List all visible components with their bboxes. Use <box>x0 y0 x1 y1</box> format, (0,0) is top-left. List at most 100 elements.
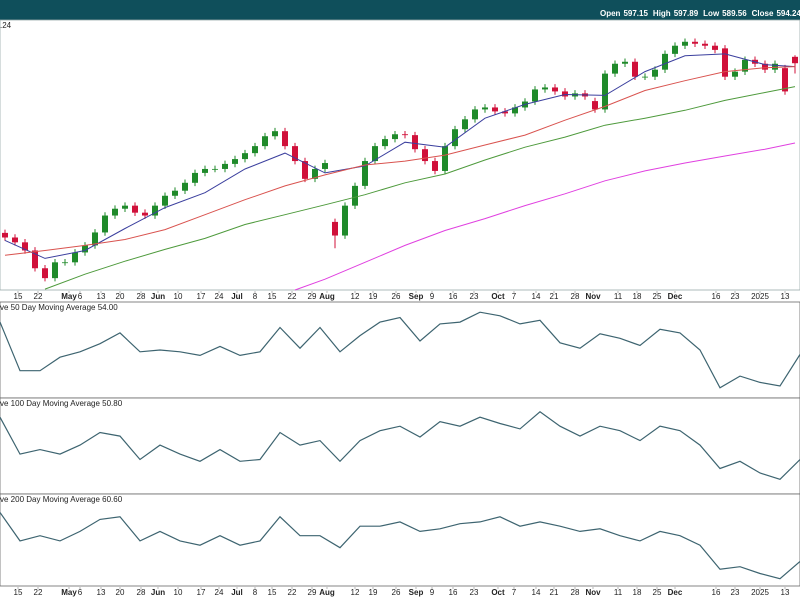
candle-body <box>722 48 728 77</box>
header-field-label: Close <box>752 9 774 18</box>
candle-body <box>762 63 768 70</box>
candle-body <box>482 107 488 110</box>
x-tick-label: 18 <box>633 588 642 597</box>
indicator-line <box>0 311 800 389</box>
x-tick-label: 15 <box>14 292 23 301</box>
indicator-panel <box>0 301 800 399</box>
candle-body <box>372 146 378 162</box>
candle-body <box>32 250 38 269</box>
candle-body <box>52 262 58 279</box>
x-tick-label: 25 <box>653 292 662 301</box>
candle-body <box>312 168 318 179</box>
header-bar <box>0 0 800 20</box>
x-tick-label: 20 <box>116 588 125 597</box>
candle-body <box>122 205 128 209</box>
x-tick-label: 23 <box>470 588 479 597</box>
indicator-title: ve 100 Day Moving Average 50.80 <box>0 399 123 408</box>
header-field-label: Open <box>600 9 621 18</box>
candle-body <box>212 168 218 170</box>
x-tick-label: 25 <box>653 588 662 597</box>
candle-body <box>162 195 168 206</box>
moving-average-line <box>4 66 796 256</box>
candle-body <box>542 87 548 90</box>
candle-body <box>282 131 288 147</box>
candle-body <box>772 63 778 70</box>
x-tick-label: 24 <box>215 292 224 301</box>
x-tick-label: 14 <box>532 292 541 301</box>
candle-body <box>382 139 388 147</box>
x-tick-label: 18 <box>633 292 642 301</box>
price-label-fragment: .24 <box>0 21 12 30</box>
candle-body <box>182 182 188 191</box>
x-tick-label: 16 <box>449 588 458 597</box>
candle-body <box>292 146 298 162</box>
candle-body <box>232 159 238 164</box>
header-field-value: 589.56 <box>722 9 747 18</box>
candle-body <box>532 89 538 102</box>
x-tick-label: 7 <box>512 588 517 597</box>
candle-body <box>132 205 138 213</box>
x-tick-label: 26 <box>392 292 401 301</box>
x-tick-label: 9 <box>430 588 435 597</box>
x-tick-label: 22 <box>288 292 297 301</box>
candle-body <box>492 107 498 112</box>
indicator-panel <box>0 493 800 587</box>
x-tick-label: 28 <box>137 588 146 597</box>
candle-body <box>782 68 788 92</box>
x-tick-label: Jun <box>151 588 165 597</box>
x-tick-label: 10 <box>174 588 183 597</box>
candle-body <box>432 161 438 171</box>
candle-body <box>2 232 8 238</box>
x-tick-label: 12 <box>351 292 360 301</box>
candle-body <box>422 149 428 162</box>
candle-body <box>512 107 518 114</box>
x-tick-label: Nov <box>585 292 601 301</box>
indicator-line <box>0 411 800 480</box>
x-tick-label: 6 <box>78 292 83 301</box>
x-tick-label: 21 <box>550 292 559 301</box>
candle-body <box>192 172 198 183</box>
x-tick-label: 22 <box>288 588 297 597</box>
x-tick-label: 11 <box>614 292 623 301</box>
x-tick-label: 11 <box>614 588 623 597</box>
x-tick-label: 28 <box>571 292 580 301</box>
candle-body <box>262 136 268 147</box>
x-tick-label: 17 <box>197 588 206 597</box>
x-tick-label: 21 <box>550 588 559 597</box>
x-tick-label: Aug <box>319 292 335 301</box>
x-tick-label: 12 <box>351 588 360 597</box>
x-tick-label: 16 <box>712 292 721 301</box>
candle-body <box>732 71 738 77</box>
candle-body <box>102 215 108 233</box>
candle-body <box>322 163 328 169</box>
x-tick-label: 13 <box>97 292 106 301</box>
x-tick-label: 2025 <box>751 588 769 597</box>
indicator-title: ve 200 Day Moving Average 60.60 <box>0 495 123 504</box>
candle-body <box>302 161 308 179</box>
candle-body <box>692 41 698 44</box>
x-tick-label: 16 <box>712 588 721 597</box>
x-tick-label: 22 <box>34 588 43 597</box>
candle-body <box>662 53 668 70</box>
candle-body <box>712 45 718 50</box>
x-tick-label: 14 <box>532 588 541 597</box>
x-tick-label: 23 <box>731 292 740 301</box>
candle-body <box>632 61 638 77</box>
candle-body <box>332 221 338 236</box>
x-tick-label: Nov <box>585 588 601 597</box>
candle-body <box>272 131 278 137</box>
x-tick-label: 26 <box>392 588 401 597</box>
x-tick-label: 8 <box>253 292 258 301</box>
x-tick-label: 17 <box>197 292 206 301</box>
candle-body <box>702 43 708 46</box>
x-tick-label: 23 <box>470 292 479 301</box>
x-tick-label: 10 <box>174 292 183 301</box>
x-tick-label: 15 <box>14 588 23 597</box>
x-tick-label: 24 <box>215 588 224 597</box>
candle-body <box>622 61 628 64</box>
candle-body <box>22 242 28 251</box>
candle-body <box>352 185 358 206</box>
x-tick-label: 19 <box>369 292 378 301</box>
moving-average-line <box>44 86 796 290</box>
